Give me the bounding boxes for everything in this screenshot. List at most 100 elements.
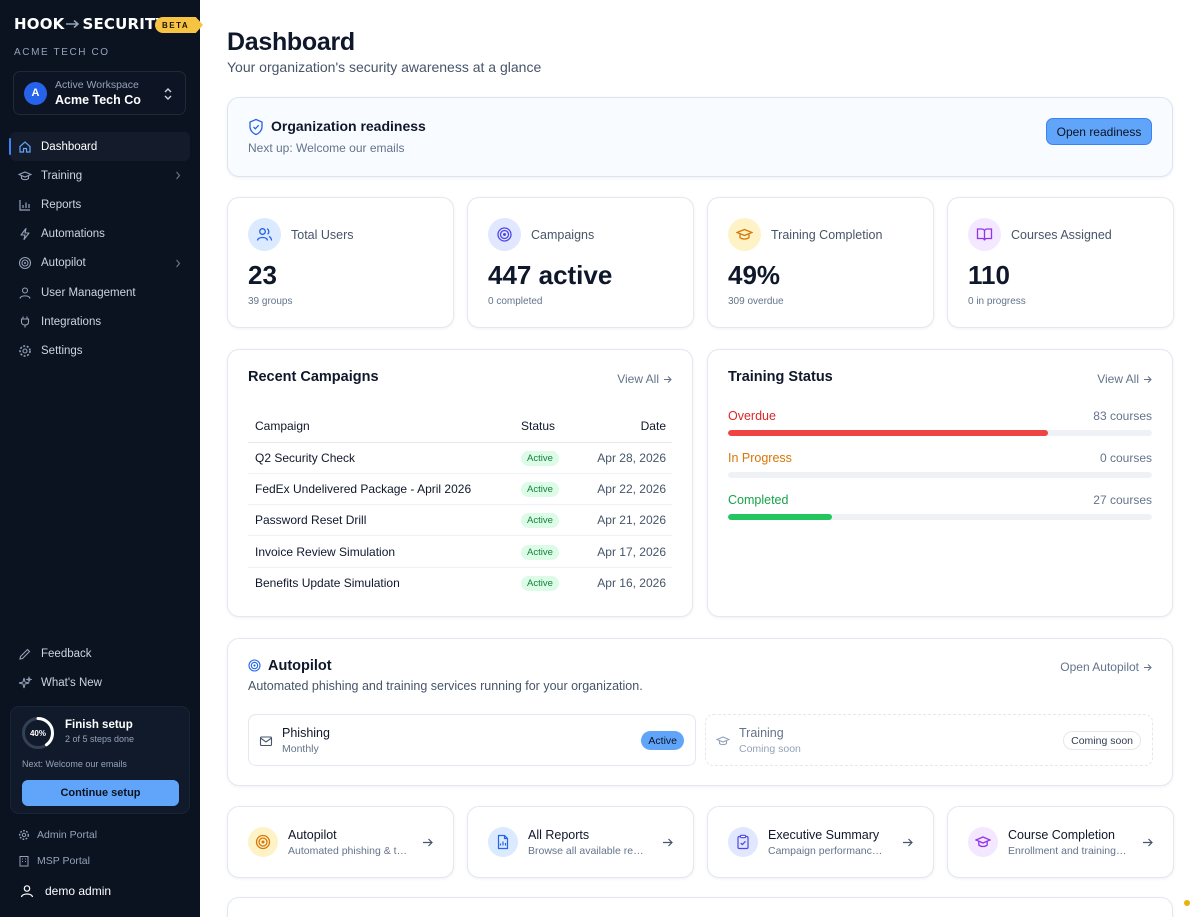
stat-value: 110 xyxy=(968,260,1010,290)
mail-icon xyxy=(259,736,273,747)
view-all-campaigns-link[interactable]: View All xyxy=(617,372,672,386)
sidebar-item-settings[interactable]: Settings xyxy=(10,336,190,365)
sidebar-item-reports[interactable]: Reports xyxy=(10,190,190,219)
service-phishing[interactable]: Phishing Monthly Active xyxy=(248,714,696,766)
workspace-switcher[interactable]: A Active Workspace Acme Tech Co xyxy=(13,71,186,115)
stat-card-training-completion: Training Completion 49% 309 overdue xyxy=(707,197,934,328)
workspace-label: Active Workspace xyxy=(55,78,139,91)
sidebar-item-label: Integrations xyxy=(41,315,102,328)
stat-sub: 39 groups xyxy=(248,296,293,307)
sidebar-item-label: Settings xyxy=(41,344,83,357)
sidebar-item-label: Automations xyxy=(41,228,105,241)
admin-portal-link[interactable]: Admin Portal xyxy=(18,829,97,841)
status-cell: Active xyxy=(514,504,574,537)
table-row[interactable]: Invoice Review Simulation Active Apr 17,… xyxy=(248,535,672,568)
table-row[interactable]: Benefits Update Simulation Active Apr 16… xyxy=(248,567,672,598)
sidebar-item-autopilot[interactable]: Autopilot xyxy=(10,249,190,278)
stat-icon-wrap xyxy=(488,218,521,251)
main-content: Dashboard Your organization's security a… xyxy=(200,0,1200,917)
org-name: ACME TECH CO xyxy=(14,47,110,58)
open-autopilot-label: Open Autopilot xyxy=(1060,660,1139,674)
open-autopilot-link[interactable]: Open Autopilot xyxy=(1060,660,1152,674)
target-icon xyxy=(497,227,512,242)
readiness-title: Organization readiness xyxy=(271,118,426,134)
quick-link-description: Automated phishing & training xyxy=(288,845,408,857)
gear-icon xyxy=(18,829,30,841)
view-all-label: View All xyxy=(617,372,659,386)
user-menu[interactable]: demo admin xyxy=(20,884,111,898)
open-readiness-button[interactable]: Open readiness xyxy=(1046,118,1152,145)
campaigns-table: Campaign Status Date Q2 Security Check A… xyxy=(248,410,672,598)
quick-link-title: Executive Summary xyxy=(768,828,880,842)
stat-icon-wrap xyxy=(728,218,761,251)
readiness-card: Organization readiness Next up: Welcome … xyxy=(227,97,1173,177)
quick-link-description: Enrollment and training progress xyxy=(1008,845,1128,857)
shield-check-icon xyxy=(249,118,263,136)
table-row[interactable]: FedEx Undelivered Package - April 2026 A… xyxy=(248,473,672,506)
sidebar-item-feedback[interactable]: Feedback xyxy=(10,639,190,668)
quick-link-title: Course Completion xyxy=(1008,828,1115,842)
arrow-right-icon xyxy=(663,838,673,847)
recent-campaigns-card: Recent Campaigns View All Campaign Statu… xyxy=(227,349,693,617)
lightning-icon xyxy=(20,228,30,241)
sidebar-item-label: What's New xyxy=(41,676,102,689)
quick-link-course-completion[interactable]: Course Completion Enrollment and trainin… xyxy=(947,806,1174,878)
progress-fill xyxy=(728,514,832,520)
sidebar-item-automations[interactable]: Automations xyxy=(10,220,190,249)
clipboard-icon xyxy=(737,834,749,850)
graduation-cap-icon xyxy=(736,228,753,240)
sidebar: HOOK SECURITY BETA ACME TECH CO A Active… xyxy=(0,0,203,917)
sidebar-item-whats-new[interactable]: What's New xyxy=(10,668,190,697)
gear-icon xyxy=(19,345,31,357)
campaign-date: Apr 28, 2026 xyxy=(574,442,672,474)
campaign-name: Q2 Security Check xyxy=(248,442,514,474)
sidebar-item-user-management[interactable]: User Management xyxy=(10,278,190,307)
building-icon xyxy=(19,856,29,867)
sidebar-item-training[interactable]: Training xyxy=(10,161,190,190)
service-title: Training xyxy=(739,726,784,740)
user-icon xyxy=(19,286,31,299)
progress-percent: 40% xyxy=(29,728,46,738)
status-badge: Active xyxy=(521,513,559,529)
quick-link-icon-wrap xyxy=(248,827,278,857)
target-icon xyxy=(18,257,32,270)
sidebar-item-integrations[interactable]: Integrations xyxy=(10,307,190,336)
status-badge: Active xyxy=(521,450,559,466)
msp-portal-link[interactable]: MSP Portal xyxy=(18,855,90,867)
training-status-title: Training Status xyxy=(728,369,833,385)
status-label: Overdue xyxy=(728,409,776,423)
arrow-right-icon xyxy=(423,838,433,847)
table-row[interactable]: Password Reset Drill Active Apr 21, 2026 xyxy=(248,504,672,537)
column-header-status[interactable]: Status xyxy=(514,410,574,443)
continue-setup-button[interactable]: Continue setup xyxy=(22,780,179,806)
quick-link-autopilot[interactable]: Autopilot Automated phishing & training xyxy=(227,806,454,878)
quick-link-icon-wrap xyxy=(728,827,758,857)
quick-link-executive-summary[interactable]: Executive Summary Campaign performance o… xyxy=(707,806,934,878)
campaign-name: Invoice Review Simulation xyxy=(248,535,514,568)
book-icon xyxy=(976,228,993,241)
view-all-training-link[interactable]: View All xyxy=(1097,372,1152,386)
status-count: 0 courses xyxy=(1099,451,1152,465)
autopilot-card: Autopilot Automated phishing and trainin… xyxy=(227,638,1173,786)
table-row[interactable]: Q2 Security Check Active Apr 28, 2026 xyxy=(248,442,672,474)
quick-link-all-reports[interactable]: All Reports Browse all available reports xyxy=(467,806,694,878)
column-header-date[interactable]: Date xyxy=(574,410,672,443)
admin-portal-label: Admin Portal xyxy=(37,829,98,841)
status-cell: Active xyxy=(514,535,574,568)
sidebar-item-dashboard[interactable]: Dashboard xyxy=(9,132,190,162)
notification-dot xyxy=(1184,900,1190,906)
progress-ring xyxy=(22,717,54,749)
document-icon xyxy=(497,834,509,850)
status-count: 27 courses xyxy=(1093,493,1152,507)
column-header-campaign[interactable]: Campaign xyxy=(248,410,514,443)
stat-sub: 0 completed xyxy=(488,296,543,307)
stat-card-campaigns: Campaigns 447 active 0 completed xyxy=(467,197,694,328)
brand-logo[interactable]: HOOK SECURITY xyxy=(14,15,167,33)
user-icon xyxy=(20,885,34,898)
quick-link-description: Browse all available reports xyxy=(528,845,648,857)
campaign-name: FedEx Undelivered Package - April 2026 xyxy=(248,473,514,506)
stat-value: 447 active xyxy=(488,260,613,290)
target-icon xyxy=(255,834,271,850)
stat-value: 23 xyxy=(248,260,277,290)
sparkle-icon xyxy=(18,675,32,688)
